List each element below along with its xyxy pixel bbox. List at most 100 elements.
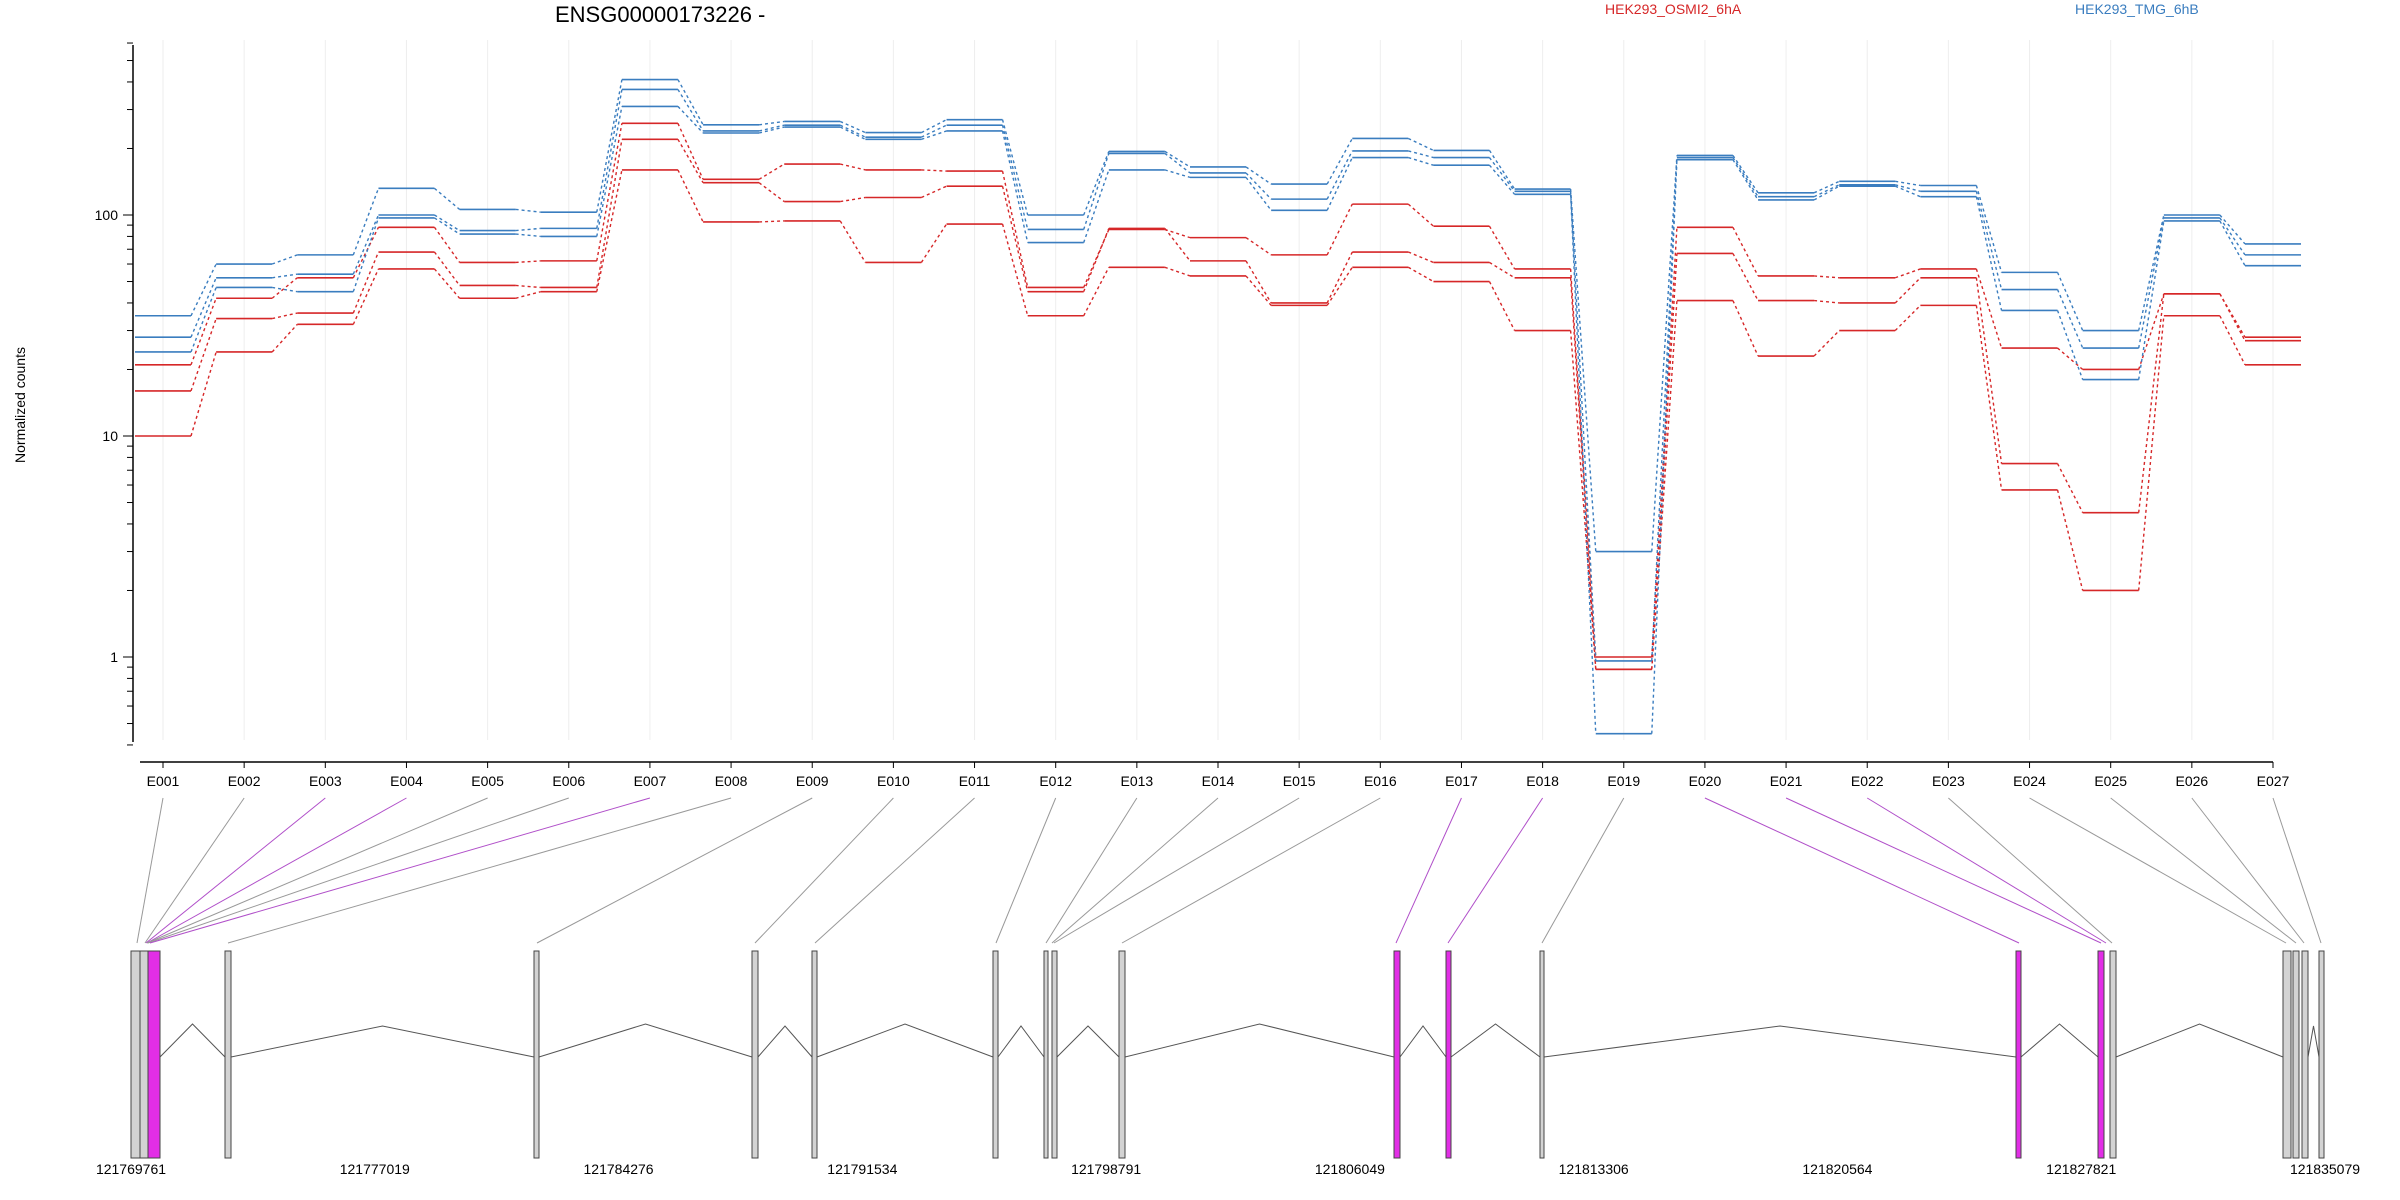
- exon-connector: [1053, 797, 1300, 944]
- series-connector: [1001, 119, 1029, 216]
- series-connector: [1894, 277, 1921, 304]
- gene-model: [130, 950, 2325, 1159]
- series-connector: [515, 208, 541, 213]
- exon-block: [1051, 950, 1058, 1159]
- series-connector: [1245, 176, 1272, 211]
- series-connector: [1245, 260, 1272, 304]
- series-connector: [1813, 180, 1840, 194]
- exon-label: E027: [2257, 773, 2290, 789]
- genomic-coordinate-label: 121835079: [2290, 1161, 2360, 1177]
- exon-label: E003: [309, 773, 342, 789]
- series-connector: [1083, 169, 1110, 243]
- intron: [159, 1023, 226, 1058]
- series-connector: [1408, 156, 1434, 166]
- genomic-coordinate-label: 121777019: [340, 1161, 410, 1177]
- series-connector: [2056, 289, 2084, 349]
- series-connector: [190, 318, 217, 392]
- series-connector: [839, 124, 866, 138]
- exon-label: E009: [796, 773, 829, 789]
- intron: [1450, 1023, 1541, 1058]
- series-connector: [1164, 150, 1191, 168]
- exon-block: [1118, 950, 1126, 1159]
- series-connector: [1407, 266, 1434, 283]
- series-connector: [190, 277, 217, 338]
- exon-label: E025: [2094, 773, 2127, 789]
- exon-label: E017: [1445, 773, 1478, 789]
- series-connector: [1407, 203, 1434, 227]
- series-connector: [434, 214, 460, 232]
- exon-label: E005: [471, 773, 504, 789]
- intron: [757, 1025, 813, 1058]
- series-connector: [2056, 272, 2084, 331]
- series-connector: [1569, 330, 1597, 670]
- series-connector: [2056, 463, 2084, 513]
- series-connector: [1894, 185, 1921, 198]
- series-connector: [1408, 137, 1434, 152]
- y-axis: 1 10 100: [95, 42, 134, 746]
- series-connector: [2138, 217, 2165, 349]
- series-connector: [1732, 226, 1759, 277]
- series-connector: [1813, 330, 1840, 357]
- exon-label: E020: [1689, 773, 1722, 789]
- series-connector: [272, 312, 298, 320]
- genomic-coordinate-label: 121813306: [1559, 1161, 1629, 1177]
- series-connector: [1164, 227, 1191, 262]
- series-connector: [1164, 266, 1191, 277]
- series-connector: [1488, 157, 1516, 192]
- series-connector: [839, 120, 866, 134]
- series-connector: [2138, 214, 2165, 331]
- series-connector: [1245, 172, 1272, 200]
- series-lines: [135, 78, 2301, 735]
- exon-connectors: [136, 797, 2322, 944]
- series-connector: [271, 277, 298, 299]
- exon-label: E022: [1851, 773, 1884, 789]
- series-connector: [1326, 251, 1353, 304]
- series-connector: [921, 169, 947, 172]
- series-connector: [1894, 304, 1921, 332]
- series-connector: [677, 105, 704, 134]
- exon-block: [811, 950, 818, 1159]
- series-connector: [1732, 157, 1759, 198]
- series-connector: [1732, 253, 1759, 301]
- exon-connector: [1785, 797, 2102, 944]
- series-connector: [2219, 214, 2246, 245]
- series-connector: [352, 214, 380, 275]
- exon-label: E018: [1526, 773, 1559, 789]
- series-connector: [190, 287, 217, 353]
- series-connector: [596, 139, 623, 288]
- series-connector: [596, 89, 623, 229]
- series-connector: [1975, 191, 2003, 290]
- series-connector: [921, 119, 947, 134]
- series-connector: [1894, 268, 1921, 279]
- series-connector: [1813, 184, 1840, 198]
- exon-connector: [227, 797, 732, 944]
- exon-label: E006: [552, 773, 585, 789]
- series-connector: [433, 268, 461, 299]
- exon-label: E021: [1770, 773, 1803, 789]
- series-connector: [1326, 150, 1353, 200]
- series-connector: [840, 196, 866, 203]
- series-connector: [2137, 293, 2165, 513]
- exon-block-highlighted: [147, 950, 161, 1159]
- series-connector: [1732, 159, 1759, 201]
- series-connector: [677, 169, 704, 223]
- series-connector: [1814, 275, 1840, 279]
- series-connector: [515, 290, 541, 299]
- series-connector: [1001, 130, 1029, 243]
- series-connector: [1326, 203, 1353, 256]
- y-tick-label: 1: [110, 649, 118, 665]
- exon-connector: [1447, 797, 1544, 944]
- intron: [1399, 1025, 1447, 1058]
- series-group: [135, 78, 2301, 553]
- exon-connector: [1045, 797, 1138, 944]
- series-connector: [352, 217, 380, 292]
- series-connector: [434, 187, 461, 210]
- exon-connector: [995, 797, 1057, 944]
- series-connector: [921, 124, 947, 138]
- series-connector: [1488, 164, 1516, 195]
- exon-block: [751, 950, 759, 1159]
- exon-block: [130, 950, 141, 1159]
- series-connector: [839, 220, 866, 263]
- exon-connector: [2272, 797, 2322, 944]
